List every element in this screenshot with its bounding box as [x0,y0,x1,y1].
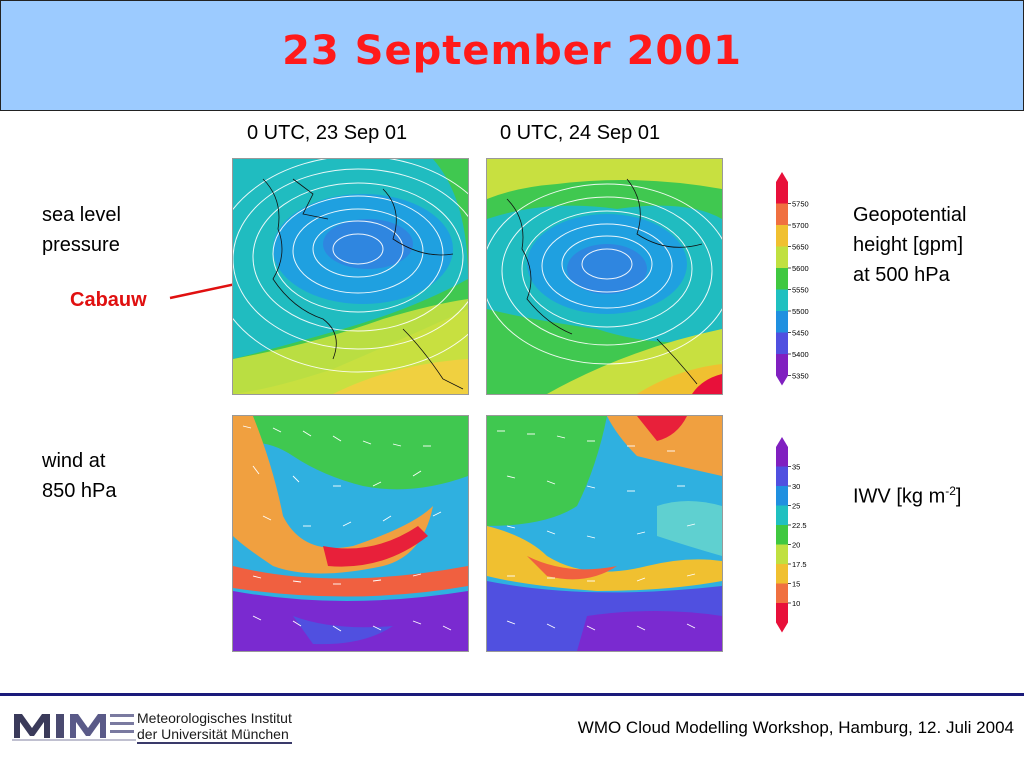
column-header-23sep: 0 UTC, 23 Sep 01 [247,122,408,144]
row-label-sea-level-pressure: sea level pressure [42,200,121,260]
colorbar-tick-label: 5350 [792,372,809,381]
colorbar-tick-label: 5450 [792,329,809,338]
colorbar-tick-label: 5600 [792,264,809,273]
colorbar-cell [776,466,788,486]
colorbar-cell [776,505,788,525]
row-label-line: wind at [42,450,106,472]
colorbar-tick-label: 5700 [792,221,809,230]
row-label-line: sea level [42,204,121,226]
colorbar-tick-label: 5650 [792,243,809,252]
colorbar-tick-label: 22.5 [792,521,807,530]
logo-text-line2: der Universität München [137,726,292,744]
colorbar-cell [776,583,788,603]
map-wind-iwv-24sep [486,415,723,652]
legend-label-end: ] [955,485,962,508]
legend-label-line: Geopotential [853,204,967,226]
cabauw-label: Cabauw [70,289,147,311]
legend-label-line: height [gpm] [853,234,964,256]
legend-label-geopotential: Geopotential height [gpm] at 500 hPa [853,200,966,290]
colorbar-cell [776,203,788,225]
colorbar-cell [776,447,788,467]
map-geopotential-24sep [486,158,723,395]
colorbar-tick-label: 30 [792,482,800,491]
colorbar-cell [776,486,788,506]
colorbar-cell [776,564,788,584]
colorbar-tick-label: 20 [792,541,800,550]
row-label-line: 850 hPa [42,480,117,502]
map-geopotential-23sep [232,158,469,395]
legend-label-line: at 500 hPa [853,264,950,286]
colorbar-cell [776,268,788,290]
footer-text: WMO Cloud Modelling Workshop, Hamburg, 1… [577,718,1014,737]
colorbar-tick-label: 5550 [792,286,809,295]
footer-divider [0,693,1024,696]
colorbar-cell [776,311,788,333]
legend-label-iwv: IWV [kg m-2] [853,476,961,512]
colorbar-tick-label: 17.5 [792,560,807,569]
colorbar-tip [776,375,788,386]
colorbar-geopotential: 5750 5700 5650 5600 5550 5500 5450 5400 5350 [776,172,809,386]
colorbar-cell [776,603,788,623]
row-label-wind: wind at 850 hPa [42,446,117,506]
colorbar-tick-label: 10 [792,599,800,608]
colorbar-cell [776,525,788,545]
colorbar-tick-label: 25 [792,502,800,511]
colorbar-cell [776,182,788,204]
colorbar-tick-label: 5750 [792,200,809,209]
column-header-24sep: 0 UTC, 24 Sep 01 [500,122,661,144]
map-wind-iwv-23sep [232,415,469,652]
colorbar-cell [776,332,788,354]
colorbar-cell [776,225,788,247]
slide-title: 23 September 2001 [282,28,742,74]
institute-logo-text: Meteorologisches Institut der Universitä… [137,710,292,744]
row-label-line: pressure [42,234,120,256]
colorbar-tip [776,437,788,447]
colorbar-cell [776,544,788,564]
logo-text-line1: Meteorologisches Institut [137,710,292,726]
title-bar [0,0,1024,111]
colorbar-cell [776,289,788,311]
legend-label-sup: -2 [945,484,956,498]
mim-logo-icon [12,712,136,741]
colorbar-cell [776,246,788,268]
colorbar-tick-label: 5500 [792,307,809,316]
legend-label-text: IWV [kg m [853,485,946,508]
colorbar-tip [776,622,788,633]
colorbar-iwv: 35 30 25 22.5 20 17.5 15 10 [776,437,807,633]
colorbar-cell [776,354,788,376]
colorbar-tick-label: 15 [792,580,800,589]
colorbar-tip [776,172,788,182]
colorbar-tick-label: 35 [792,463,800,472]
colorbar-tick-label: 5400 [792,350,809,359]
